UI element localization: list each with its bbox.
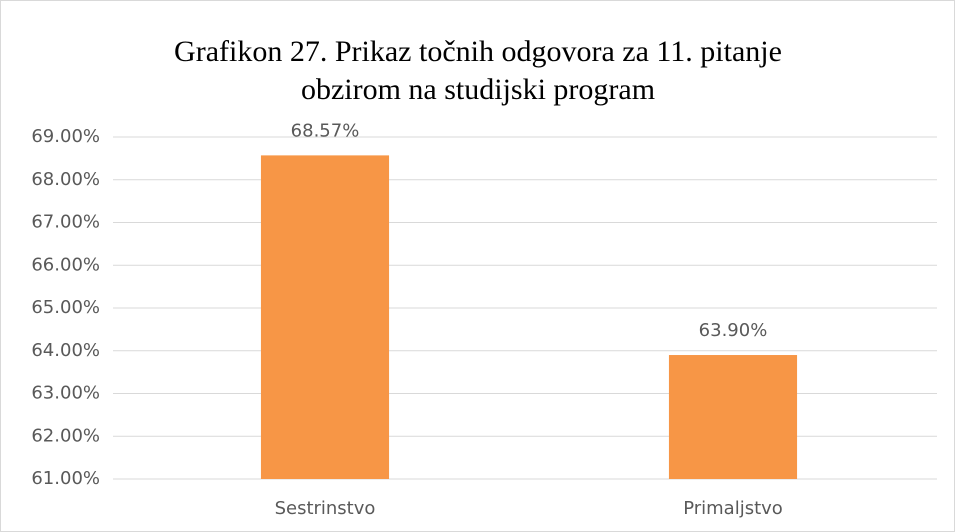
y-tick-label: 61.00% (31, 468, 100, 489)
y-tick-label: 62.00% (31, 425, 100, 446)
x-tick-label: Primaljstvo (683, 498, 783, 519)
y-tick-label: 65.00% (31, 297, 100, 318)
chart-title: obzirom na studijski program (301, 73, 655, 106)
y-tick-label: 68.00% (31, 169, 100, 190)
y-tick-label: 67.00% (31, 212, 100, 233)
bar (260, 155, 390, 479)
y-tick-label: 63.00% (31, 383, 100, 404)
bar (668, 355, 798, 479)
data-label: 68.57% (291, 120, 360, 141)
chart-title: Grafikon 27. Prikaz točnih odgovora za 1… (174, 35, 782, 68)
y-tick-label: 64.00% (31, 340, 100, 361)
x-tick-label: Sestrinstvo (275, 498, 376, 519)
data-label: 63.90% (699, 320, 768, 341)
y-tick-label: 69.00% (31, 126, 100, 147)
y-tick-label: 66.00% (31, 254, 100, 275)
